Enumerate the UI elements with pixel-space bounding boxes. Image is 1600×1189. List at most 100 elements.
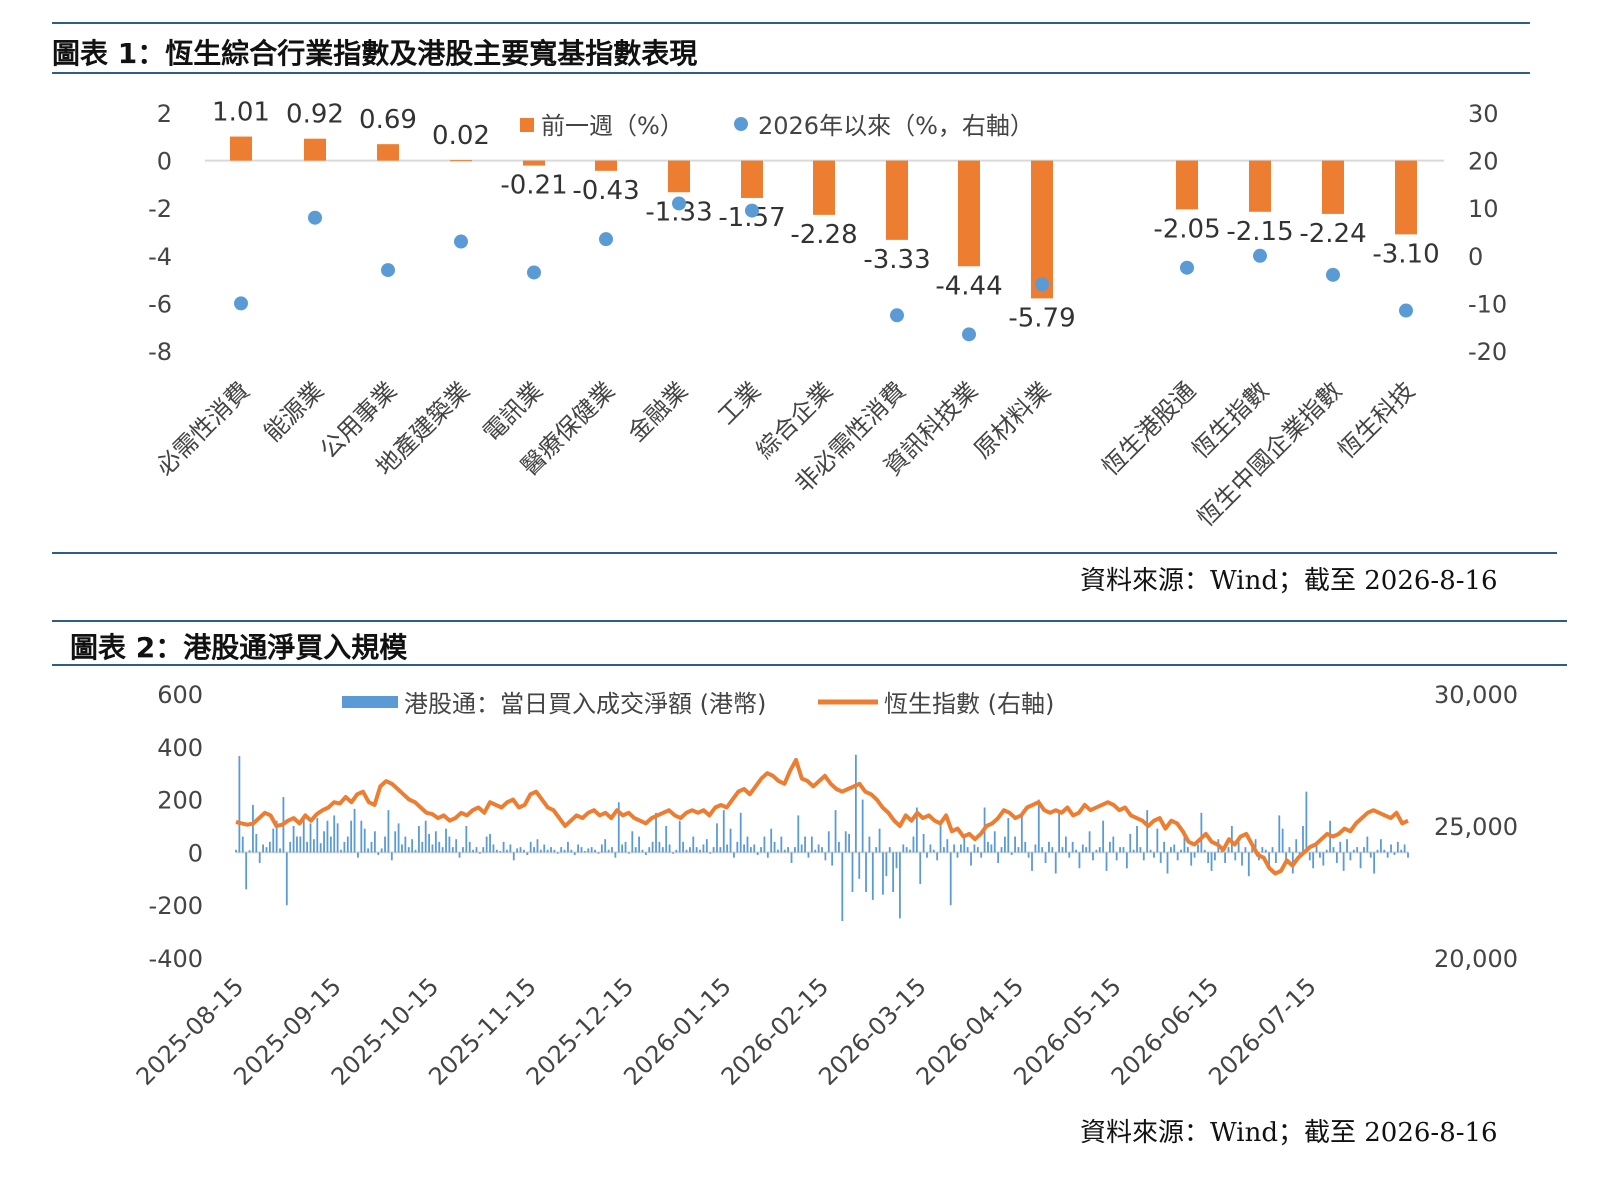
bar-net-buy bbox=[871, 852, 874, 900]
bar-net-buy bbox=[712, 847, 715, 853]
fig1-top-rule bbox=[52, 22, 1530, 24]
bar-net-buy bbox=[1342, 852, 1345, 871]
bar-net-buy bbox=[611, 847, 613, 853]
bar-net-buy bbox=[621, 844, 624, 853]
bar-net-buy bbox=[617, 802, 620, 853]
bar-net-buy bbox=[1244, 847, 1247, 853]
y-left-tick: 2 bbox=[157, 100, 172, 128]
bar-net-buy bbox=[309, 823, 312, 853]
bar-net-buy bbox=[509, 844, 512, 853]
bar-data-label: -0.43 bbox=[572, 176, 639, 206]
bar-net-buy bbox=[919, 852, 922, 885]
bar-net-buy bbox=[316, 818, 319, 853]
bar-net-buy bbox=[340, 849, 342, 853]
line-hsi bbox=[235, 758, 1409, 876]
bar-net-buy bbox=[800, 844, 803, 853]
y-right-tick: 20,000 bbox=[1434, 945, 1518, 973]
bar-net-buy bbox=[397, 823, 400, 853]
bar-net-buy bbox=[529, 841, 532, 853]
bar-net-buy bbox=[1115, 852, 1118, 861]
bar-net-buy bbox=[1363, 847, 1365, 853]
bar-net-buy bbox=[838, 841, 840, 853]
bar-net-buy bbox=[861, 799, 864, 853]
bar-net-buy bbox=[1227, 847, 1230, 853]
bar-net-buy bbox=[953, 844, 956, 853]
bar-net-buy bbox=[739, 812, 742, 853]
bar-net-buy bbox=[583, 851, 586, 853]
bar-net-buy bbox=[668, 844, 671, 853]
bar-net-buy bbox=[1264, 849, 1267, 853]
bar-net-buy bbox=[1166, 852, 1169, 874]
bar-net-buy bbox=[346, 836, 349, 853]
bar-net-buy bbox=[543, 844, 546, 853]
bar-net-buy bbox=[1383, 849, 1386, 853]
bar-data-label: -2.28 bbox=[790, 220, 857, 250]
bar-net-buy bbox=[987, 841, 989, 853]
bar-net-buy bbox=[1031, 852, 1033, 871]
bar-net-buy bbox=[577, 844, 580, 853]
bar-net-buy bbox=[990, 844, 993, 853]
bar-net-buy bbox=[421, 841, 424, 853]
y-left-tick: -200 bbox=[149, 892, 203, 920]
bar-net-buy bbox=[553, 849, 556, 853]
bar-net-buy bbox=[434, 831, 437, 853]
bar-net-buy bbox=[926, 852, 928, 858]
bar-net-buy bbox=[431, 844, 434, 853]
bar-net-buy bbox=[556, 852, 559, 854]
bar-net-buy bbox=[384, 836, 386, 853]
bar-net-buy bbox=[695, 847, 698, 853]
bar-data-label: -2.24 bbox=[1299, 219, 1366, 249]
y-right-tick: 10 bbox=[1468, 195, 1499, 223]
bar-net-buy bbox=[485, 836, 488, 853]
bar-net-buy bbox=[1071, 841, 1074, 853]
bar-net-buy bbox=[726, 844, 729, 853]
bar-net-buy bbox=[313, 839, 315, 853]
dot-ytd bbox=[672, 196, 686, 211]
bar-net-buy bbox=[993, 831, 996, 853]
y-left-tick: -6 bbox=[148, 290, 172, 318]
bar-net-buy bbox=[590, 847, 593, 853]
bar-net-buy bbox=[252, 804, 254, 853]
bar-data-label: -2.05 bbox=[1153, 214, 1220, 244]
bar-net-buy bbox=[1054, 852, 1057, 874]
y-left-tick: 200 bbox=[157, 787, 203, 815]
bar-net-buy bbox=[489, 833, 491, 853]
bar-week bbox=[741, 160, 763, 198]
bar-net-buy bbox=[817, 844, 820, 853]
bar-week bbox=[304, 138, 326, 161]
x-category-label: 電訊業 bbox=[478, 376, 549, 447]
bar-net-buy bbox=[302, 815, 305, 853]
bar-net-buy bbox=[1339, 841, 1342, 853]
x-category-label: 原材料業 bbox=[969, 376, 1057, 464]
bar-net-buy bbox=[1376, 849, 1379, 853]
bar-net-buy bbox=[1207, 852, 1210, 863]
bar-net-buy bbox=[946, 839, 949, 853]
bar-net-buy bbox=[600, 844, 603, 853]
bar-net-buy bbox=[1027, 852, 1030, 858]
bar-net-buy bbox=[885, 852, 888, 877]
legend-label-bar: 港股通：當日買入成交淨額 (港幣) bbox=[404, 690, 766, 718]
y-right-tick: 30,000 bbox=[1434, 681, 1518, 709]
bar-net-buy bbox=[1153, 852, 1155, 858]
legend-label-dot: 2026年以來（%，右軸） bbox=[758, 112, 1034, 140]
bar-net-buy bbox=[1092, 852, 1094, 861]
bar-net-buy bbox=[472, 849, 475, 853]
bar-net-buy bbox=[794, 847, 796, 853]
bar-net-buy bbox=[766, 852, 769, 858]
bar-net-buy bbox=[445, 828, 447, 853]
bar-net-buy bbox=[1034, 844, 1037, 853]
bar-net-buy bbox=[326, 820, 329, 853]
bar-net-buy bbox=[438, 841, 441, 853]
bar-net-buy bbox=[1173, 844, 1176, 853]
legend-swatch-bar bbox=[520, 118, 534, 132]
bar-net-buy bbox=[580, 847, 583, 853]
dot-ytd bbox=[890, 308, 904, 323]
bar-net-buy bbox=[519, 847, 522, 853]
bar-net-buy bbox=[607, 849, 610, 853]
bar-net-buy bbox=[922, 833, 925, 853]
bar-net-buy bbox=[401, 844, 403, 853]
y-right-tick: 30 bbox=[1468, 100, 1499, 128]
y-right-tick: -20 bbox=[1468, 338, 1507, 366]
bar-net-buy bbox=[1319, 852, 1321, 858]
bar-net-buy bbox=[709, 852, 712, 854]
